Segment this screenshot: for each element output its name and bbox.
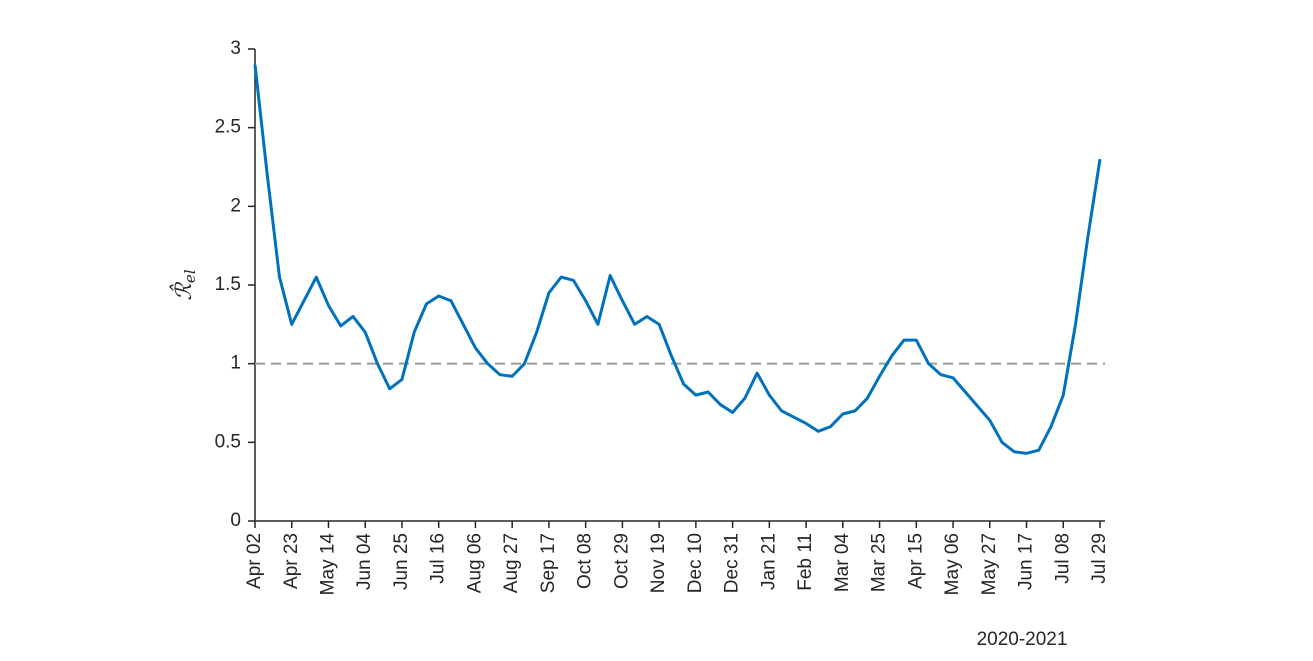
x-tick-label: Jun 17 [1016, 533, 1037, 590]
y-tick-label: 0.5 [215, 431, 241, 452]
data-line [253, 64, 1102, 455]
y-tick-label: 1.5 [215, 274, 241, 295]
y-axis-label-main: ℛ̂ [169, 282, 197, 301]
x-tick-label: May 14 [317, 533, 338, 596]
x-tick-label: Oct 08 [575, 533, 596, 589]
x-tick-label: Feb 11 [795, 533, 816, 591]
x-tick-label: Mar 04 [832, 533, 853, 593]
x-tick-label: Oct 29 [611, 533, 632, 589]
x-tick-label: Jan 21 [758, 533, 779, 590]
x-tick-label: Aug 27 [501, 533, 522, 593]
y-axis-label: ℛ̂el [169, 269, 199, 300]
x-tick-label: Apr 02 [244, 533, 265, 589]
y-tick-label: 1 [230, 353, 241, 374]
x-tick-label: Apr 15 [905, 533, 926, 589]
x-tick-label: Jul 16 [428, 533, 449, 584]
x-tick-label: Nov 19 [648, 533, 669, 593]
y-tick-label: 2 [230, 195, 241, 216]
x-tick-label: Apr 23 [281, 533, 302, 589]
x-tick-label: Jul 08 [1052, 533, 1073, 584]
x-tick-label: May 06 [942, 533, 963, 595]
x-tick-label: Jun 04 [354, 533, 375, 590]
y-axis-label-sub: el [181, 269, 199, 283]
x-tick-label: Dec 31 [722, 533, 743, 593]
y-tick-label: 2.5 [215, 117, 241, 138]
x-tick-label: Aug 06 [464, 533, 485, 593]
y-tick-label: 3 [230, 38, 241, 59]
x-tick-label: Mar 25 [869, 533, 890, 592]
x-tick-label: Sep 17 [538, 533, 559, 593]
x-tick-label: Dec 10 [685, 533, 706, 593]
x-tick-label: Jun 25 [391, 533, 412, 590]
x-axis-label: 2020-2021 [977, 629, 1068, 650]
x-tick-label: Jul 29 [1089, 533, 1110, 584]
x-tick-label: May 27 [979, 533, 1000, 595]
y-tick-label: 0 [230, 510, 241, 531]
